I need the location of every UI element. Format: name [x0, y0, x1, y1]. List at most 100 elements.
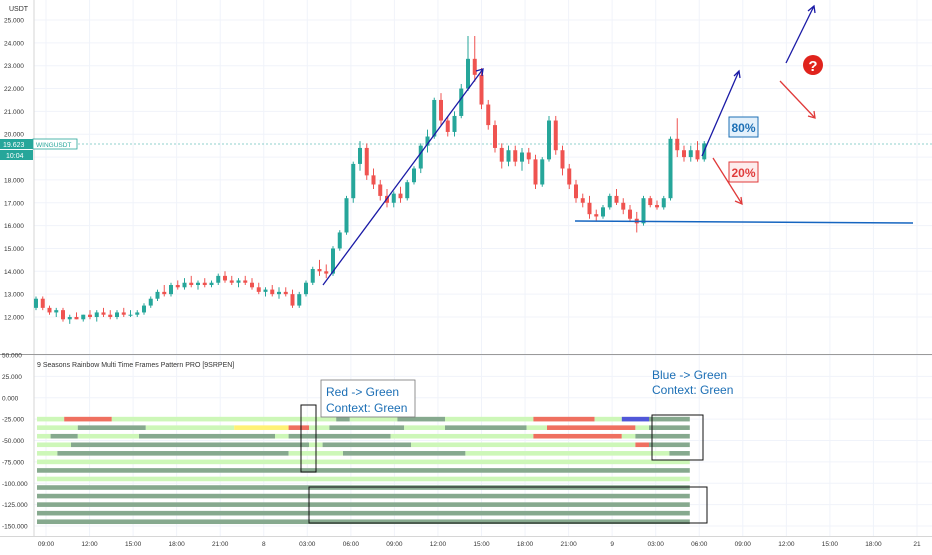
heatmap-segment — [445, 425, 527, 430]
heatmap-segment — [533, 416, 595, 422]
candle-down — [526, 147, 531, 164]
candle-down — [202, 278, 207, 288]
price-tick-label: 14.000 — [4, 269, 24, 276]
candle-down — [533, 154, 538, 190]
heatmap-segment — [64, 416, 112, 422]
heatmap-segment — [411, 442, 636, 448]
candle-body — [364, 147, 369, 176]
candle-body — [169, 285, 173, 295]
trend-arrow-up-2 — [701, 69, 741, 157]
candle-up — [520, 147, 524, 171]
candle-up — [459, 83, 464, 119]
candle-down — [243, 275, 248, 286]
callout-blue-green-line2: Context: Green — [652, 383, 733, 397]
time-tick-label: 09:00 — [735, 541, 752, 548]
candle-down — [587, 195, 592, 219]
candle-down — [162, 285, 167, 297]
candle-up — [506, 145, 511, 167]
candle-body — [115, 312, 119, 317]
trend-arrow-down-2 — [779, 80, 816, 119]
candle-down — [250, 278, 254, 290]
candle-up — [216, 273, 221, 286]
candle-down — [40, 296, 45, 311]
candle-down — [74, 312, 79, 320]
candle-up — [466, 35, 470, 91]
candle-down — [499, 143, 504, 169]
candle-body — [351, 163, 356, 199]
heatmap-segment — [649, 416, 690, 422]
time-tick-label: 12:00 — [81, 541, 98, 548]
candle-body — [675, 138, 680, 151]
candle-down — [398, 186, 403, 203]
candle-down — [88, 310, 92, 320]
time-tick-label: 8 — [262, 541, 266, 548]
candle-down — [61, 307, 65, 322]
candle-body — [513, 150, 518, 162]
candle-body — [682, 150, 686, 158]
time-tick-label: 18:00 — [169, 541, 186, 548]
candle-up — [540, 157, 545, 187]
heatmap-segment — [288, 425, 309, 430]
candle-body — [108, 314, 113, 317]
rainbow-heatmap — [37, 416, 690, 525]
heatmap-segment — [37, 468, 690, 473]
candle-down — [371, 168, 376, 190]
heatmap-segment — [635, 425, 649, 430]
candle-body — [317, 269, 322, 272]
time-tick-label: 06:00 — [343, 541, 360, 548]
candle-up — [547, 115, 551, 162]
candle-body — [94, 312, 99, 317]
heatmap-row — [37, 425, 690, 430]
candle-down — [486, 99, 491, 130]
heatmap-row — [37, 502, 690, 507]
candle-body — [148, 298, 153, 306]
heatmap-segment — [445, 416, 534, 422]
candle-body — [202, 282, 207, 286]
heatmap-row — [37, 459, 690, 465]
pct-up-text: 80% — [731, 121, 755, 135]
heatmap-row — [37, 451, 690, 456]
candle-body — [547, 120, 551, 160]
candle-body — [297, 294, 302, 306]
heatmap-segment — [397, 416, 445, 422]
candle-up — [405, 179, 410, 201]
time-tick-label: 15:00 — [125, 541, 142, 548]
candle-up — [607, 193, 612, 210]
candle-up — [209, 280, 214, 288]
candle-body — [337, 232, 342, 249]
candle-body — [358, 147, 362, 164]
candle-up — [601, 205, 605, 219]
candle-body — [655, 205, 659, 208]
time-tick-label: 18:00 — [865, 541, 882, 548]
price-tick-label: 15.000 — [4, 246, 24, 253]
time-tick-label: 21:00 — [212, 541, 229, 548]
indicator-tick-label: 0.000 — [2, 395, 19, 402]
candle-down — [223, 271, 227, 283]
price-tick-label: 23.000 — [4, 63, 24, 70]
support-line — [574, 220, 914, 224]
candle-down — [378, 179, 383, 201]
candle-up — [412, 166, 416, 185]
heatmap-segment — [145, 425, 235, 430]
heatmap-segment — [621, 416, 649, 422]
candle-body — [344, 198, 349, 233]
candle-body — [47, 307, 52, 313]
callout-red-green-line1: Red -> Green — [326, 385, 399, 399]
candle-up — [337, 230, 342, 251]
indicator-tick-label: -25.000 — [2, 417, 24, 424]
candle-body — [628, 209, 632, 219]
heatmap-segment — [635, 433, 690, 439]
indicator-tick-label: -150.000 — [2, 524, 28, 531]
highlight-box-lower-rows — [308, 486, 708, 524]
time-tick-label: 21:00 — [560, 541, 577, 548]
candlestick-series — [34, 35, 707, 324]
callout-blue-green: Blue -> Green Context: Green — [652, 368, 733, 397]
candle-body — [290, 294, 295, 306]
heatmap-segment — [77, 433, 139, 439]
heatmap-segment — [526, 425, 547, 430]
time-tick-label: 9 — [610, 541, 614, 548]
candle-up — [34, 296, 38, 311]
candle-body — [256, 287, 261, 292]
last-price-value: 19.623 — [3, 142, 25, 149]
